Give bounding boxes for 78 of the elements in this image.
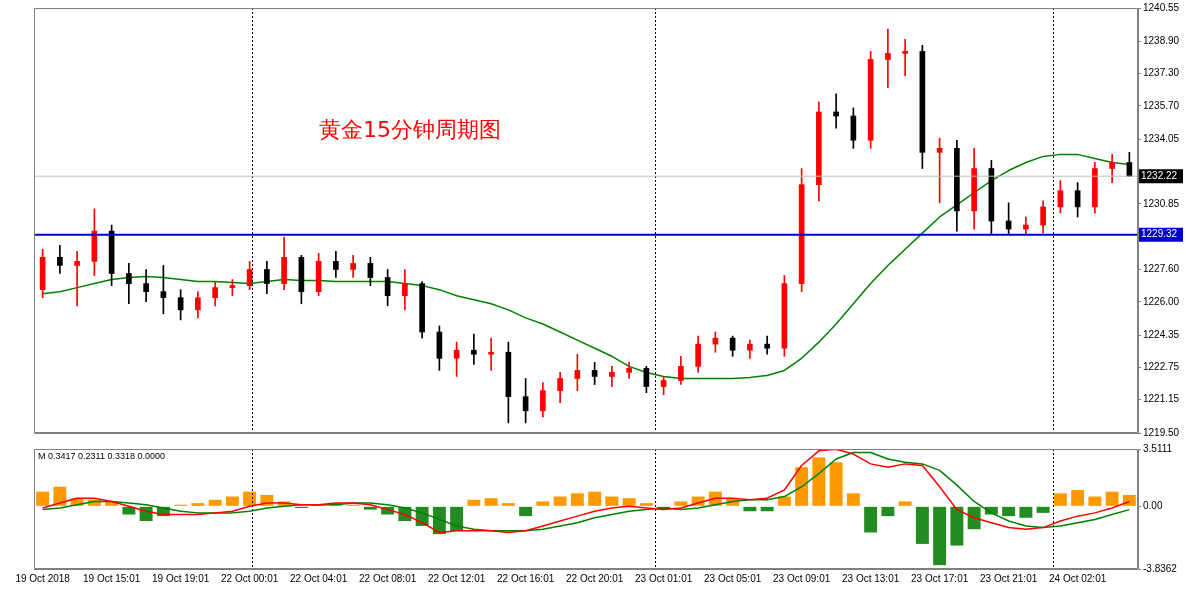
x-tick-label: 24 Oct 02:01 [1048,572,1107,584]
x-tick-label: 19 Oct 2018 [15,572,71,584]
bar [1002,506,1016,517]
bar [674,501,688,506]
bar [1088,496,1102,506]
bar [622,498,636,506]
bar [1036,506,1050,513]
y-tick-label: 1222.75 [1143,361,1180,373]
y-tick-label: 1237.30 [1143,67,1180,79]
ref-line-label: 1232.22 [1141,169,1178,181]
chart-title: M 0.3417 0.2311 0.3318 0.0000 [38,450,165,461]
y-tick-label: -3.8362 [1143,562,1178,574]
bar [122,506,136,515]
bar [467,499,481,506]
x-tick-label: 19 Oct 15:01 [82,572,141,584]
y-tick-label: 1221.15 [1143,393,1180,405]
bar [950,506,964,546]
bar [53,486,67,506]
x-tick-label: 23 Oct 09:01 [772,572,831,584]
x-tick-label: 22 Oct 20:01 [565,572,624,584]
bar [1105,491,1119,506]
bar [363,506,377,510]
y-tick-label: 1224.35 [1143,328,1180,340]
y-tick-label: 1238.90 [1143,35,1180,47]
bar [795,467,809,506]
bar [36,491,50,506]
bar [1019,506,1033,518]
bar [1071,490,1085,506]
bar [225,496,239,506]
x-tick-label: 23 Oct 13:01 [841,572,900,584]
y-tick-label: 1240.55 [1143,1,1180,13]
bar [484,498,498,506]
bar [760,506,774,512]
x-tick-label: 19 Oct 19:01 [151,572,210,584]
x-tick-label: 23 Oct 17:01 [910,572,969,584]
bar [1053,493,1067,506]
bar [967,506,981,530]
bar [536,501,550,506]
y-tick-label: 1227.60 [1143,263,1180,275]
bar [243,491,257,506]
bar [553,496,567,506]
bar [881,506,895,517]
x-tick-label: 22 Oct 12:01 [427,572,486,584]
x-tick-label: 22 Oct 08:01 [358,572,417,584]
bar [588,491,602,506]
bar [191,503,205,506]
bar [743,506,757,512]
bar [829,462,843,506]
bar [605,496,619,506]
x-tick-label: 22 Oct 16:01 [496,572,555,584]
bar [639,503,653,506]
y-tick-label: 1230.85 [1143,197,1180,209]
bar [846,493,860,506]
y-tick-label: 1219.50 [1143,426,1180,438]
bar [812,457,826,506]
bar [864,506,878,533]
x-tick-label: 22 Oct 04:01 [289,572,348,584]
y-tick-label: 0.00 [1143,500,1163,512]
bar [450,506,464,531]
bar [777,496,791,506]
y-tick-label: 1235.70 [1143,99,1180,111]
bar [501,503,515,506]
bar [570,493,584,506]
text: 黄金15分钟周期图 [319,116,501,142]
bar [1122,494,1136,506]
x-tick-label: 22 Oct 00:01 [220,572,279,584]
y-tick-label: 1234.05 [1143,132,1180,144]
y-tick-label: 1226.00 [1143,295,1180,307]
x-tick-label: 23 Oct 21:01 [979,572,1038,584]
ref-line-label: 1229.32 [1141,228,1178,240]
bar [915,506,929,544]
x-tick-label: 23 Oct 05:01 [703,572,762,584]
y-tick-label: 3.5111 [1143,442,1173,454]
bar [519,506,533,517]
x-tick-label: 23 Oct 01:01 [634,572,693,584]
bar [898,501,912,506]
bar [933,506,947,566]
bar [208,499,222,506]
